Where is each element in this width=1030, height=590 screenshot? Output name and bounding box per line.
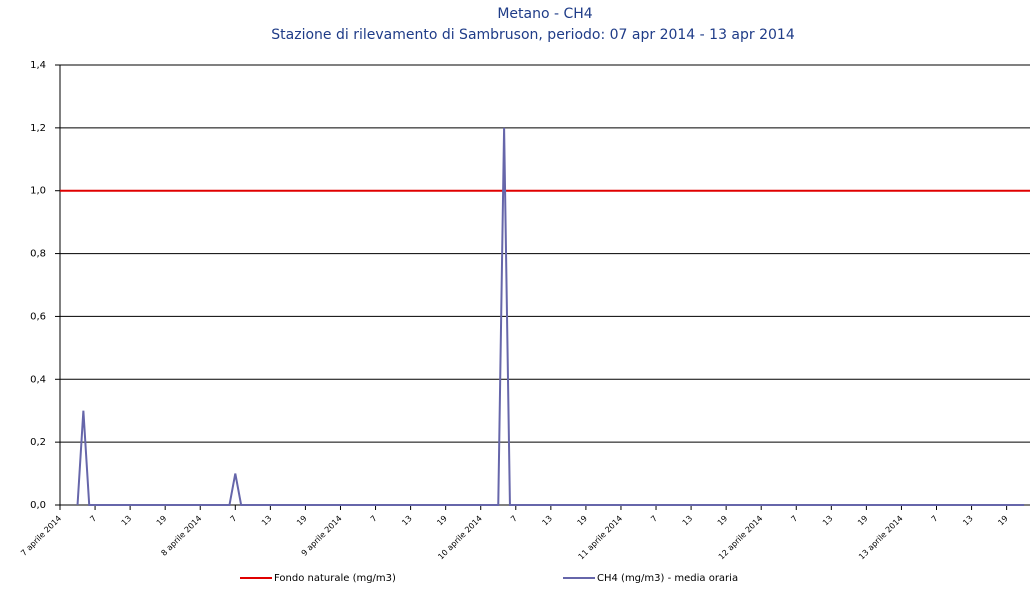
x-tick-label: 13 <box>400 514 414 528</box>
x-tick-label: 7 <box>88 514 98 524</box>
y-tick-label: 1,2 <box>30 123 46 134</box>
chart-title: Metano - CH4 <box>497 6 592 22</box>
x-tick-label: 19 <box>155 514 169 528</box>
legend-label: Fondo naturale (mg/m3) <box>274 573 396 584</box>
x-tick-label: 7 <box>649 514 659 524</box>
y-tick-label: 0,8 <box>30 249 46 260</box>
x-tick-label: 13 <box>540 514 554 528</box>
y-tick-label: 0,2 <box>30 437 46 448</box>
x-tick-label: 19 <box>856 514 870 528</box>
y-tick-label: 1,4 <box>30 60 46 71</box>
x-tick-label: 19 <box>996 514 1010 528</box>
y-tick-label: 0,0 <box>30 500 46 511</box>
y-tick-label: 0,6 <box>30 311 46 322</box>
x-tick-label: 19 <box>435 514 449 528</box>
data-line <box>76 127 1025 506</box>
x-tick-label: 7 aprile 2014 <box>19 514 63 558</box>
x-tick-label: 13 <box>260 514 274 528</box>
legend-label: CH4 (mg/m3) - media oraria <box>597 573 738 584</box>
x-tick-label: 19 <box>576 514 590 528</box>
x-tick-label: 19 <box>295 514 309 528</box>
x-tick-label: 7 <box>229 514 239 524</box>
chart-subtitle: Stazione di rilevamento di Sambruson, pe… <box>271 27 795 43</box>
x-tick-label: 13 <box>120 514 134 528</box>
y-tick-label: 0,4 <box>30 374 46 385</box>
x-tick-label: 7 <box>930 514 940 524</box>
x-tick-label: 19 <box>716 514 730 528</box>
y-tick-label: 1,0 <box>30 186 46 197</box>
x-tick-label: 7 <box>789 514 799 524</box>
x-tick-label: 13 <box>681 514 695 528</box>
x-tick-label: 13 <box>961 514 975 528</box>
x-tick-label: 13 <box>821 514 835 528</box>
x-tick-label: 7 <box>509 514 519 524</box>
x-tick-label: 7 <box>369 514 379 524</box>
